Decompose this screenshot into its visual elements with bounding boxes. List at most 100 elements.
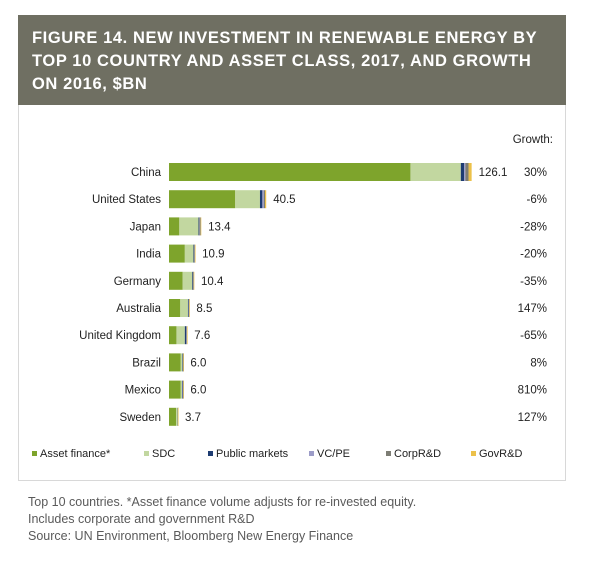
bar-segment-asset-finance [169, 299, 180, 317]
bar-row-united-states: United States 40.5 -6% [92, 190, 547, 208]
growth-value-label: 8% [530, 357, 547, 369]
bar-segment-asset-finance [169, 217, 179, 235]
total-value-label: 6.0 [190, 385, 206, 397]
bar-segment-public-markets [185, 326, 186, 344]
bar-segment-corpr-d [465, 163, 468, 181]
growth-header: Growth: [513, 134, 553, 146]
bar-segment-sdc [235, 190, 260, 208]
bar-segment-public-markets [188, 299, 189, 317]
growth-value-label: -20% [520, 249, 547, 261]
note-line-1: Top 10 countries. *Asset finance volume … [28, 494, 416, 511]
bar-segment-sdc [181, 353, 183, 371]
legend-label: CorpR&D [394, 448, 441, 460]
note-line-2: Includes corporate and government R&D [28, 511, 416, 528]
total-value-label: 10.4 [201, 276, 224, 288]
bar-segment-govr-d [187, 326, 188, 344]
growth-value-label: -65% [520, 330, 547, 342]
bar-segment-vc-pe [262, 190, 263, 208]
total-value-label: 10.9 [202, 249, 224, 261]
bar-segment-public-markets [192, 272, 193, 290]
growth-value-label: 810% [518, 385, 547, 397]
legend-label: Public markets [216, 448, 289, 460]
bar-segment-sdc [176, 408, 177, 426]
legend-swatch [309, 451, 314, 456]
bar-segment-public-markets [461, 163, 464, 181]
category-label: Mexico [125, 385, 161, 397]
bar-segment-sdc [180, 299, 188, 317]
bar-segment-asset-finance [169, 245, 185, 263]
figure-notes: Top 10 countries. *Asset finance volume … [28, 494, 416, 545]
bar-segment-asset-finance [169, 272, 183, 290]
legend-swatch [471, 451, 476, 456]
legend-swatch [386, 451, 391, 456]
bar-row-brazil: Brazil 6.0 8% [132, 353, 547, 371]
bar-segment-asset-finance [169, 408, 176, 426]
category-label: United Kingdom [79, 330, 161, 342]
legend-label: SDC [152, 448, 175, 460]
legend-item-sdc: SDC [144, 448, 175, 460]
bar-segment-corpr-d [199, 217, 200, 235]
category-label: Sweden [119, 412, 161, 424]
bar-segment-govr-d [189, 299, 190, 317]
bar-segment-asset-finance [169, 353, 181, 371]
total-value-label: 7.6 [194, 330, 210, 342]
legend-swatch [144, 451, 149, 456]
growth-value-label: -6% [527, 194, 547, 206]
growth-value-label: -28% [520, 221, 547, 233]
bar-row-sweden: Sweden 3.7 127% [119, 408, 547, 426]
bar-segment-asset-finance [169, 381, 181, 399]
category-label: India [136, 249, 162, 261]
category-label: Japan [130, 221, 161, 233]
bar-row-germany: Germany 10.4 -35% [114, 272, 547, 290]
bar-segment-sdc [181, 381, 182, 399]
bar-row-india: India 10.9 -20% [136, 245, 547, 263]
legend-swatch [208, 451, 213, 456]
bar-segment-public-markets [260, 190, 262, 208]
bar-segment-vc-pe [464, 163, 465, 181]
bar-segment-govr-d [201, 217, 202, 235]
bar-row-australia: Australia 8.5 147% [116, 299, 547, 317]
bar-row-united-kingdom: United Kingdom 7.6 -65% [79, 326, 547, 344]
bar-row-mexico: Mexico 6.0 810% [125, 381, 547, 399]
source-line: Source: UN Environment, Bloomberg New En… [28, 528, 416, 545]
bar-segment-govr-d [194, 272, 195, 290]
bar-segment-govr-d [178, 408, 179, 426]
bar-segment-public-markets [199, 217, 200, 235]
bar-segment-govr-d [265, 190, 266, 208]
bar-segment-asset-finance [169, 326, 176, 344]
bar-segment-sdc [185, 245, 194, 263]
bar-segment-govr-d [183, 353, 184, 371]
category-label: China [131, 167, 162, 179]
bar-segment-govr-d [183, 381, 184, 399]
category-label: Australia [116, 303, 161, 315]
legend-item-govr-d: GovR&D [471, 448, 522, 460]
total-value-label: 3.7 [185, 412, 201, 424]
bar-row-japan: Japan 13.4 -28% [130, 217, 547, 235]
legend-item-public-markets: Public markets [208, 448, 289, 460]
growth-value-label: 127% [518, 412, 547, 424]
bar-segment-sdc [176, 326, 184, 344]
legend-item-corpr-d: CorpR&D [386, 448, 441, 460]
legend-item-asset-finance: Asset finance* [32, 448, 111, 460]
bar-segment-corpr-d [264, 190, 265, 208]
bar-segment-vc-pe [182, 381, 183, 399]
total-value-label: 8.5 [196, 303, 212, 315]
legend-swatch [32, 451, 37, 456]
total-value-label: 13.4 [208, 221, 231, 233]
growth-value-label: 30% [524, 167, 547, 179]
legend-item-vc-pe: VC/PE [309, 448, 350, 460]
bar-segment-public-markets [193, 245, 194, 263]
bar-segment-sdc [183, 272, 193, 290]
growth-value-label: -35% [520, 276, 547, 288]
total-value-label: 6.0 [190, 357, 206, 369]
chart-legend: Asset finance* SDC Public markets VC/PE Corp… [32, 448, 522, 460]
category-label: Brazil [132, 357, 161, 369]
bar-segment-sdc [179, 217, 198, 235]
category-label: Germany [114, 276, 162, 288]
bar-segment-asset-finance [169, 190, 235, 208]
bar-segment-govr-d [469, 163, 472, 181]
legend-label: VC/PE [317, 448, 350, 460]
growth-value-label: 147% [518, 303, 547, 315]
chart-svg: Growth: China 126.1 30% United States 40.5 -6… [0, 0, 600, 480]
bar-row-china: China 126.1 30% [131, 163, 547, 181]
